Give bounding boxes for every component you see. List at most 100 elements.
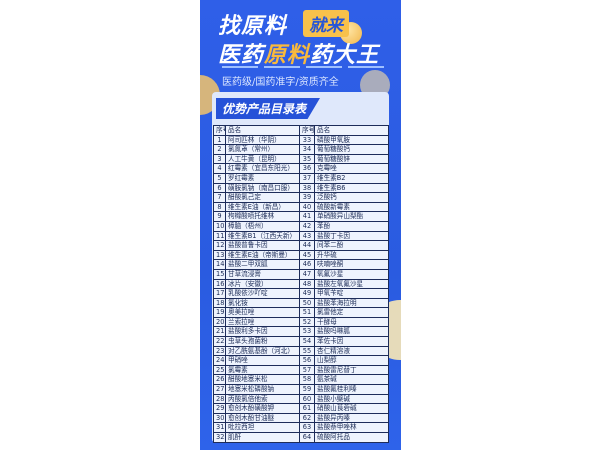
product-name-cell: 甲氧苄啶 xyxy=(314,288,389,299)
table-row: 28 丙酸氯倍他索 60 盐酸小檗碱 xyxy=(213,393,389,405)
table-row: 3 人工牛黄（昆明） 35 葡萄糖酸锌 xyxy=(213,153,389,165)
product-name-cell: 吡拉西坦 xyxy=(225,422,300,433)
product-name-cell: 红霉素（宜昌东阳光） xyxy=(225,163,300,174)
serial-number-cell: 37 xyxy=(299,172,315,184)
headline-line2: 医药原料药大王 xyxy=(218,37,379,69)
column-header: 品名 xyxy=(225,125,300,136)
serial-number-cell: 36 xyxy=(299,163,315,174)
product-name-cell: 呋喃唑酮 xyxy=(314,259,389,270)
serial-number-cell: 3 xyxy=(213,153,226,165)
serial-number-cell: 62 xyxy=(299,412,315,424)
serial-number-cell: 29 xyxy=(213,403,226,414)
subtitle: 医药级/国药准字/资质齐全 xyxy=(222,77,339,88)
product-name-cell: 盐酸萘甲唑林 xyxy=(314,422,389,433)
catalog-panel: 优势产品目录表 序号 品名 序号 品名 1阿司匹林（华阴）33磷酸甲氧胺2氯氮䓬… xyxy=(212,92,389,443)
serial-number-cell: 26 xyxy=(213,374,226,386)
product-name-cell: 氯霉素 xyxy=(225,364,300,376)
headline-badge: 就来 xyxy=(303,10,349,37)
product-name-cell: 维生素B1（江西天新） xyxy=(225,230,300,242)
serial-number-cell: 13 xyxy=(213,249,226,261)
product-name-cell: 地塞米松磷酸钠 xyxy=(225,384,300,395)
serial-number-cell: 39 xyxy=(299,192,315,203)
serial-number-cell: 22 xyxy=(213,336,226,347)
serial-number-cell: 38 xyxy=(299,182,315,194)
table-row: 14 盐酸二甲双胍 46 呋喃唑酮 xyxy=(213,259,389,270)
product-name-cell: 醋酸地塞米松 xyxy=(225,374,300,386)
product-name-cell: 氨茶碱 xyxy=(314,374,389,386)
product-name-cell: 丙酸氯倍他索 xyxy=(225,393,300,405)
table-row: 9 枸橼酸喷托维林 41 单硝酸异山梨酯 xyxy=(213,211,389,222)
serial-number-cell: 33 xyxy=(299,134,315,146)
product-name-cell: 盐酸吗啉胍 xyxy=(314,326,389,338)
serial-number-cell: 52 xyxy=(299,316,315,328)
product-name-cell: 克霉唑 xyxy=(314,163,389,174)
serial-number-cell: 16 xyxy=(213,278,226,290)
table-row: 22 虫草头孢菌粉 54 苯佐卡因 xyxy=(213,336,389,347)
table-row: 31 吡拉西坦 63 盐酸萘甲唑林 xyxy=(213,422,389,433)
product-name-cell: 愈创木酚磺酸钾 xyxy=(225,403,300,414)
product-name-cell: 冰片（安徽） xyxy=(225,278,300,290)
divider-lines xyxy=(222,66,384,68)
serial-number-cell: 5 xyxy=(213,172,226,184)
table-row: 17 乳酸依沙吖啶 49 甲氧苄啶 xyxy=(213,288,389,299)
serial-number-cell: 12 xyxy=(213,240,226,251)
section-title: 优势产品目录表 xyxy=(216,98,321,119)
headline-line1: 找原料 xyxy=(218,14,288,39)
serial-number-cell: 54 xyxy=(299,336,315,347)
product-name-cell: 泛酸钙 xyxy=(314,192,389,203)
product-name-cell: 硝酸山莨菪碱 xyxy=(314,403,389,414)
table-row: 8 维生素E油（新昌） 40 硫酸新霉素 xyxy=(213,201,389,213)
product-name-cell: 山梨醇 xyxy=(314,355,389,366)
serial-number-cell: 58 xyxy=(299,374,315,386)
serial-number-cell: 57 xyxy=(299,364,315,376)
headline-part: 医药 xyxy=(218,43,265,68)
serial-number-cell: 1 xyxy=(213,134,226,146)
product-name-cell: 盐酸雷尼替丁 xyxy=(314,364,389,376)
product-name-cell: 磺胺氯钠（南昌口服） xyxy=(225,182,300,194)
product-name-cell: 硫酸新霉素 xyxy=(314,201,389,213)
serial-number-cell: 63 xyxy=(299,422,315,433)
serial-number-cell: 4 xyxy=(213,163,226,174)
serial-number-cell: 23 xyxy=(213,345,226,357)
table-row: 4 红霉素（宜昌东阳光） 36 克霉唑 xyxy=(213,163,389,174)
product-catalog-table: 序号 品名 序号 品名 1阿司匹林（华阴）33磷酸甲氧胺2氯氮䓬（常州）34葡萄… xyxy=(213,125,389,443)
product-name-cell: 盐酸异丙嗪 xyxy=(314,412,389,424)
product-name-cell: 甘草流浸膏 xyxy=(225,268,300,280)
serial-number-cell: 7 xyxy=(213,192,226,203)
serial-number-cell: 60 xyxy=(299,393,315,405)
product-name-cell: 对乙酰氨基酚（河北） xyxy=(225,345,300,357)
serial-number-cell: 18 xyxy=(213,297,226,309)
product-name-cell: 盐酸二甲双胍 xyxy=(225,259,300,270)
product-name-cell: 奥美拉唑 xyxy=(225,307,300,318)
product-name-cell: 苯佐卡因 xyxy=(314,336,389,347)
table-row: 12 盐酸普鲁卡因 44 间苯二酚 xyxy=(213,240,389,251)
product-name-cell: 单硝酸异山梨酯 xyxy=(314,211,389,222)
serial-number-cell: 11 xyxy=(213,230,226,242)
serial-number-cell: 20 xyxy=(213,316,226,328)
serial-number-cell: 53 xyxy=(299,326,315,338)
serial-number-cell: 51 xyxy=(299,307,315,318)
product-name-cell: 愈创木酚甘油醚 xyxy=(225,412,300,424)
product-name-cell: 杏仁精溶液 xyxy=(314,345,389,357)
serial-number-cell: 47 xyxy=(299,268,315,280)
product-name-cell: 盐酸小檗碱 xyxy=(314,393,389,405)
column-header: 序号 xyxy=(213,125,226,136)
serial-number-cell: 46 xyxy=(299,259,315,270)
product-name-cell: 盐酸氟桂利嗪 xyxy=(314,384,389,395)
table-row: 2 氯氮䓬（常州） 34 葡萄糖酸钙 xyxy=(213,144,389,155)
table-row: 19 奥美拉唑 51 氯雷他定 xyxy=(213,307,389,318)
product-name-cell: 氧氟沙星 xyxy=(314,268,389,280)
column-header: 品名 xyxy=(314,125,389,136)
serial-number-cell: 32 xyxy=(213,432,226,443)
product-name-cell: 肌酐 xyxy=(225,432,300,443)
product-name-cell: 盐酸左氧氟沙星 xyxy=(314,278,389,290)
serial-number-cell: 48 xyxy=(299,278,315,290)
product-name-cell: 兰索拉唑 xyxy=(225,316,300,328)
serial-number-cell: 21 xyxy=(213,326,226,338)
serial-number-cell: 40 xyxy=(299,201,315,213)
serial-number-cell: 6 xyxy=(213,182,226,194)
table-row: 18 氯化铵 50 盐酸苯海拉明 xyxy=(213,297,389,309)
serial-number-cell: 24 xyxy=(213,355,226,366)
serial-number-cell: 59 xyxy=(299,384,315,395)
table-row: 1 阿司匹林（华阴） 33 磷酸甲氧胺 xyxy=(213,134,389,146)
